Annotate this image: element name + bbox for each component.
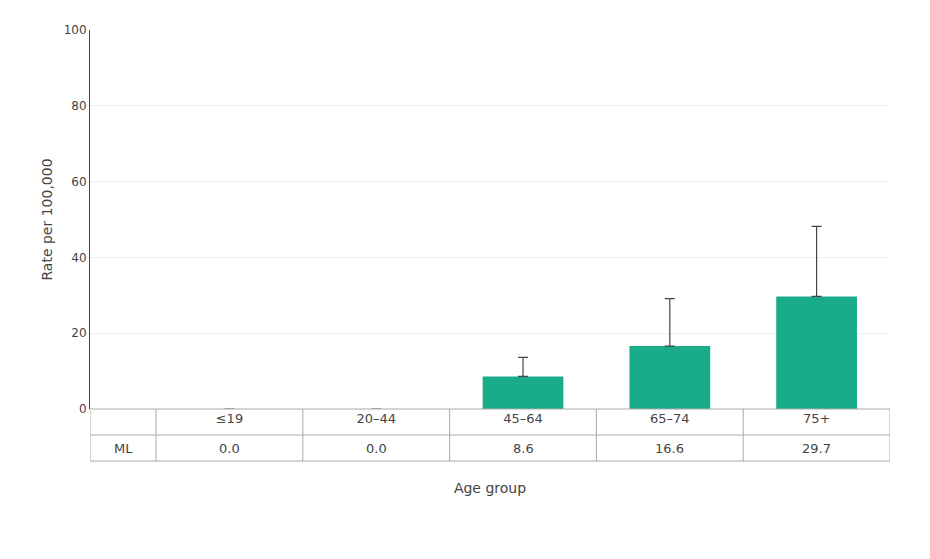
svg-text:80: 80: [71, 99, 86, 113]
svg-text:65–74: 65–74: [650, 411, 690, 426]
svg-text:20–44: 20–44: [356, 411, 396, 426]
svg-text:75+: 75+: [803, 411, 830, 426]
svg-text:Rate per 100,000: Rate per 100,000: [39, 158, 55, 280]
svg-text:29.7: 29.7: [802, 441, 831, 456]
svg-text:45–64: 45–64: [503, 411, 543, 426]
svg-text:20: 20: [71, 326, 86, 340]
svg-text:16.6: 16.6: [655, 441, 684, 456]
svg-text:Age group: Age group: [454, 480, 526, 496]
svg-text:60: 60: [71, 175, 86, 189]
svg-text:≤19: ≤19: [216, 411, 243, 426]
svg-text:ML: ML: [114, 441, 133, 456]
svg-text:100: 100: [64, 23, 87, 37]
svg-text:0.0: 0.0: [366, 441, 387, 456]
svg-text:0: 0: [79, 402, 87, 416]
svg-text:40: 40: [71, 251, 86, 265]
svg-text:8.6: 8.6: [513, 441, 534, 456]
svg-text:0.0: 0.0: [219, 441, 240, 456]
